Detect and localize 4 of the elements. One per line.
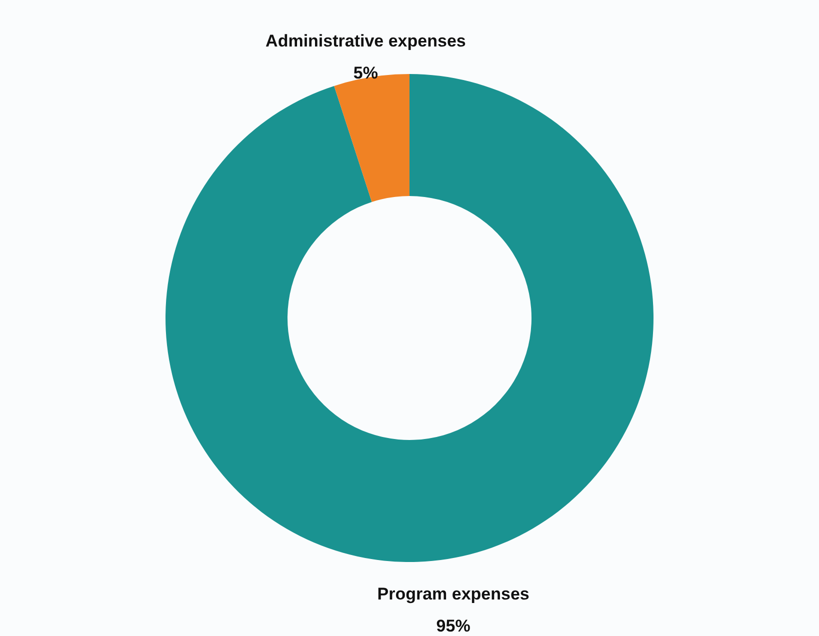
data-label: 5% (353, 63, 378, 82)
data-label: 95% (436, 616, 470, 636)
slice-label: Administrative expenses (266, 31, 466, 50)
slice-label: Program expenses (377, 584, 530, 604)
